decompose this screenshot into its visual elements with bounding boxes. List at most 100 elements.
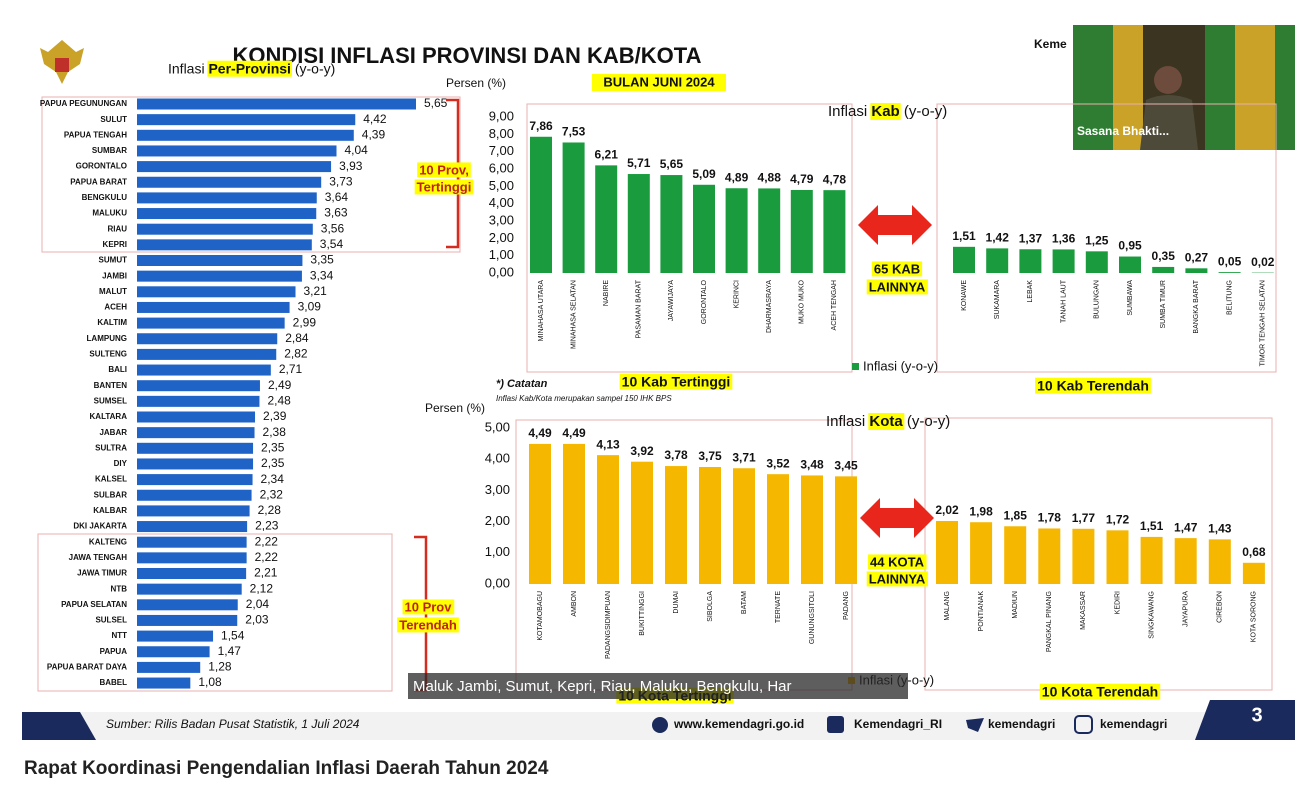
value-label: 1,78 xyxy=(1038,511,1062,525)
value-label: 3,71 xyxy=(732,450,756,464)
bar xyxy=(823,190,846,273)
bar xyxy=(1106,530,1129,584)
value-label: 2,35 xyxy=(261,440,285,454)
value-label: 4,39 xyxy=(362,127,386,141)
value-label: 3,45 xyxy=(834,459,858,473)
value-label: 2,35 xyxy=(261,456,285,470)
annotation: 10 Prov, xyxy=(419,162,469,177)
category-label: RIAU xyxy=(107,224,127,233)
bar xyxy=(137,98,416,110)
bar xyxy=(1038,528,1061,584)
value-label: 2,03 xyxy=(245,613,269,627)
note-text: Inflasi Kab/Kota merupakan sampel 150 IH… xyxy=(496,394,672,403)
category-label: KEPRI xyxy=(103,240,127,249)
value-label: 1,47 xyxy=(218,644,242,658)
group-label: 10 Kota Terendah xyxy=(1042,684,1158,700)
value-label: 0,68 xyxy=(1242,545,1266,559)
middle-label-highlight xyxy=(868,554,927,570)
category-label: SULUT xyxy=(100,115,127,124)
x-tick-label: DHARMASRAYA xyxy=(766,280,773,333)
x-tick-label: KEDIRI xyxy=(1114,591,1121,614)
bar xyxy=(631,461,653,584)
value-label: 1,08 xyxy=(198,675,222,689)
source: Sumber: Rilis Badan Pusat Statistik, 1 J… xyxy=(106,717,360,731)
chart-title: Per-Provinsi xyxy=(208,61,290,77)
bar xyxy=(137,129,354,141)
x-tick-label: SUMBAWA xyxy=(1127,280,1134,316)
bar xyxy=(137,301,290,313)
value-label: 1,51 xyxy=(1140,519,1164,533)
middle-label: 65 KAB xyxy=(874,261,920,276)
caption-box xyxy=(408,673,908,699)
category-label: LAMPUNG xyxy=(87,334,127,343)
value-label: 3,64 xyxy=(325,190,349,204)
bar xyxy=(137,411,256,423)
bar xyxy=(137,489,252,501)
bar xyxy=(530,136,552,273)
value-label: 3,78 xyxy=(664,448,688,462)
bar xyxy=(137,646,210,658)
category-label: DKI JAKARTA xyxy=(73,522,127,531)
category-label: MALUT xyxy=(99,287,127,296)
x-tick-label: ACEH TENGAH xyxy=(831,280,838,330)
bar xyxy=(835,476,857,584)
category-label: SULSEL xyxy=(95,616,127,625)
bar xyxy=(137,364,271,376)
value-label: 7,53 xyxy=(562,125,586,139)
twitter: kemendagri xyxy=(988,717,1055,731)
value-label: 3,56 xyxy=(321,221,345,235)
overlay: Maluk Jambi, Sumut, Kepri, Riau, Maluku,… xyxy=(408,673,908,699)
value-label: 3,63 xyxy=(324,206,348,220)
value-label: 5,71 xyxy=(627,156,651,170)
annotation-highlight xyxy=(397,617,459,633)
value-label: 3,73 xyxy=(329,174,353,188)
value-label: 4,13 xyxy=(596,437,620,451)
bar xyxy=(665,466,687,584)
bar xyxy=(693,184,715,273)
title-highlight xyxy=(870,102,901,120)
value-label: 1,37 xyxy=(1019,231,1043,245)
category-label: PAPUA xyxy=(100,647,128,656)
value-label: 0,05 xyxy=(1218,254,1242,268)
value-label: 2,28 xyxy=(258,503,282,517)
y-tick-label: 6,00 xyxy=(489,160,514,175)
value-label: 4,78 xyxy=(823,172,847,186)
value-label: 1,54 xyxy=(221,628,245,642)
y-tick-label: 0,00 xyxy=(485,575,510,590)
bar xyxy=(137,661,201,673)
bar xyxy=(137,427,255,439)
value-label: 2,32 xyxy=(260,487,284,501)
chart-title: Inflasi xyxy=(828,103,871,120)
bar xyxy=(801,475,823,584)
y-tick-label: 4,00 xyxy=(485,451,510,466)
category-label: BANTEN xyxy=(94,381,128,390)
bar xyxy=(137,630,214,642)
value-label: 2,48 xyxy=(267,394,291,408)
facebook: Kemendagri_RI xyxy=(854,717,942,731)
bar xyxy=(1119,256,1141,273)
x-tick-label: CIREBON xyxy=(1217,591,1224,623)
instagram: kemendagri xyxy=(1100,717,1167,731)
y-tick-label: 9,00 xyxy=(489,108,514,123)
category-label: PAPUA BARAT DAYA xyxy=(47,663,127,672)
y-tick-label: 8,00 xyxy=(489,126,514,141)
bar xyxy=(936,520,958,584)
value-label: 3,09 xyxy=(298,300,322,314)
bar xyxy=(1052,249,1075,273)
bar xyxy=(1174,538,1197,584)
x-tick-label: KOTA SORONG xyxy=(1251,591,1258,642)
value-label: 3,93 xyxy=(339,159,363,173)
value-label: 1,51 xyxy=(952,229,976,243)
caption: Maluk Jambi, Sumut, Kepri, Riau, Maluku,… xyxy=(413,678,792,695)
annotation-highlight xyxy=(402,599,455,615)
bar xyxy=(1208,539,1231,584)
value-label: 5,65 xyxy=(660,157,684,171)
category-label: MALUKU xyxy=(92,209,127,218)
meeting-title: Rapat Koordinasi Pengendalian Inflasi Da… xyxy=(24,758,549,779)
bar xyxy=(137,599,238,611)
category-label: JAWA TIMUR xyxy=(77,569,127,578)
x-tick-label: SINGKAWANG xyxy=(1148,591,1155,639)
slide-subtitle: BULAN JUNI 2024 xyxy=(603,74,715,89)
category-label: PAPUA SELATAN xyxy=(61,600,127,609)
